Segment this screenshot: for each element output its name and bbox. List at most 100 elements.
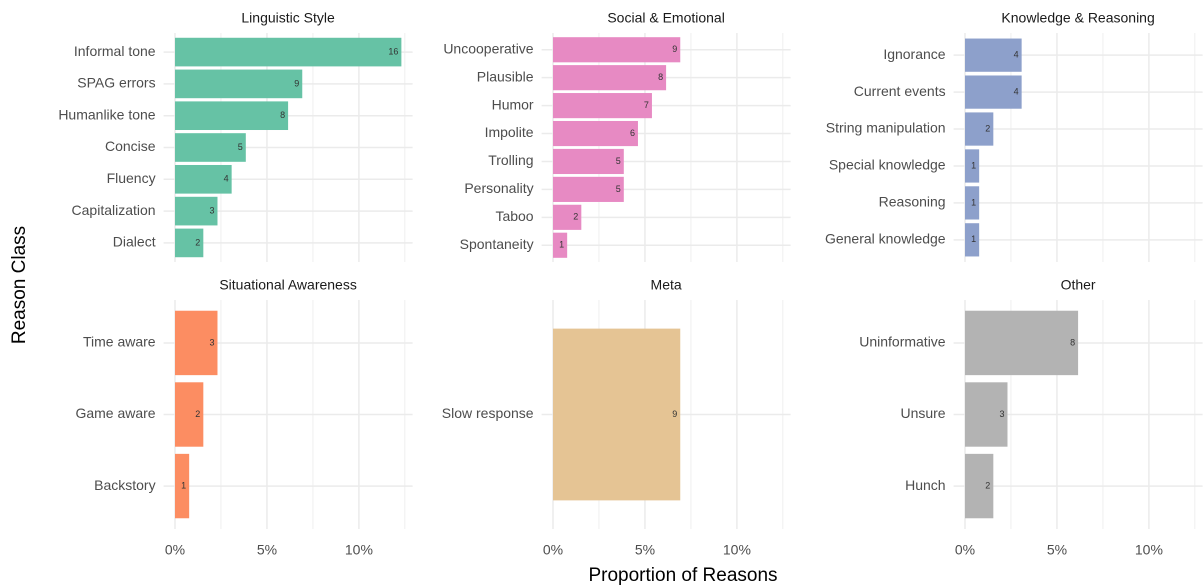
y-tick-label: Slow response <box>442 405 534 421</box>
y-tick-label: Ignorance <box>883 46 945 62</box>
count-label: 1 <box>559 240 564 250</box>
x-tick-label: 5% <box>257 542 277 558</box>
y-tick-label: Special knowledge <box>829 157 946 173</box>
bar <box>553 176 624 202</box>
bar <box>965 186 980 220</box>
bar <box>553 232 568 258</box>
y-tick-label: Uninformative <box>859 334 946 350</box>
x-axis-title: Proportion of Reasons <box>588 565 777 586</box>
count-label: 1 <box>971 234 976 244</box>
y-tick-label: Uncooperative <box>443 40 533 56</box>
y-tick-label: Humor <box>492 96 534 112</box>
count-label: 4 <box>224 174 229 184</box>
bar <box>553 328 681 501</box>
bar <box>175 164 232 194</box>
panel-title: Linguistic Style <box>241 10 335 26</box>
x-tick-label: 10% <box>723 542 751 558</box>
bar <box>175 69 303 99</box>
count-label: 5 <box>616 184 621 194</box>
count-label: 8 <box>658 72 663 82</box>
bar <box>175 382 204 447</box>
bar <box>175 101 289 131</box>
y-tick-label: Capitalization <box>72 202 156 218</box>
count-label: 4 <box>1014 50 1019 60</box>
bar <box>965 149 980 183</box>
y-tick-label: Reasoning <box>879 194 946 210</box>
panel-title: Meta <box>651 277 682 293</box>
count-label: 8 <box>1070 337 1075 347</box>
bar <box>965 112 994 146</box>
count-label: 5 <box>238 142 243 152</box>
bar <box>175 228 204 258</box>
bar <box>965 310 1079 376</box>
y-tick-label: Time aware <box>83 334 156 350</box>
y-tick-label: Informal tone <box>74 43 156 59</box>
x-tick-label: 0% <box>165 542 185 558</box>
bar <box>175 453 190 519</box>
count-label: 6 <box>630 128 635 138</box>
bar <box>553 120 638 147</box>
y-tick-label: Game aware <box>75 405 155 421</box>
x-tick-label: 5% <box>1047 542 1067 558</box>
panel-title: Social & Emotional <box>607 10 725 26</box>
bar <box>965 382 1008 447</box>
y-tick-label: General knowledge <box>825 231 946 247</box>
x-tick-label: 5% <box>635 542 655 558</box>
y-tick-label: String manipulation <box>826 120 946 136</box>
bar <box>175 133 246 162</box>
count-label: 4 <box>1014 86 1019 96</box>
count-label: 1 <box>181 480 186 490</box>
count-label: 7 <box>644 100 649 110</box>
count-label: 2 <box>573 212 578 222</box>
y-tick-label: Dialect <box>113 234 156 250</box>
count-label: 1 <box>971 197 976 207</box>
count-label: 3 <box>209 205 214 215</box>
count-label: 9 <box>672 409 677 419</box>
bar <box>553 93 652 119</box>
bar <box>175 310 218 376</box>
bar <box>553 37 681 63</box>
y-tick-label: Impolite <box>485 124 534 140</box>
count-label: 3 <box>999 409 1004 419</box>
y-tick-label: Personality <box>464 180 533 196</box>
count-label: 8 <box>280 110 285 120</box>
y-tick-label: Current events <box>854 83 946 99</box>
count-label: 2 <box>195 237 200 247</box>
panel-title: Other <box>1061 277 1096 293</box>
y-tick-label: Unsure <box>900 405 945 421</box>
x-tick-label: 10% <box>1135 542 1163 558</box>
bar <box>553 65 667 91</box>
count-label: 9 <box>294 78 299 88</box>
panel-title: Knowledge & Reasoning <box>1001 10 1154 26</box>
x-tick-label: 0% <box>955 542 975 558</box>
x-tick-label: 10% <box>345 542 373 558</box>
count-label: 9 <box>672 44 677 54</box>
bar <box>553 204 582 230</box>
count-label: 2 <box>195 409 200 419</box>
count-label: 2 <box>985 123 990 133</box>
y-tick-label: Taboo <box>495 208 533 224</box>
y-tick-label: Trolling <box>488 152 533 168</box>
x-tick-label: 0% <box>543 542 563 558</box>
count-label: 1 <box>971 160 976 170</box>
y-tick-label: Plausible <box>477 68 534 84</box>
bar <box>965 223 980 257</box>
count-label: 3 <box>209 337 214 347</box>
bar <box>965 75 1022 109</box>
y-tick-label: Spontaneity <box>460 236 534 252</box>
y-tick-label: Hunch <box>905 477 945 493</box>
bar <box>965 38 1022 72</box>
y-tick-label: SPAG errors <box>77 75 155 91</box>
y-axis-title: Reason Class <box>9 226 30 344</box>
y-tick-label: Humanlike tone <box>58 106 155 122</box>
y-tick-label: Backstory <box>94 477 155 493</box>
panel-title: Situational Awareness <box>219 277 357 293</box>
y-tick-label: Concise <box>105 138 156 154</box>
count-label: 5 <box>616 156 621 166</box>
bar <box>965 453 994 519</box>
count-label: 2 <box>985 480 990 490</box>
count-label: 16 <box>388 46 398 56</box>
y-tick-label: Fluency <box>107 170 156 186</box>
bar <box>175 37 402 67</box>
